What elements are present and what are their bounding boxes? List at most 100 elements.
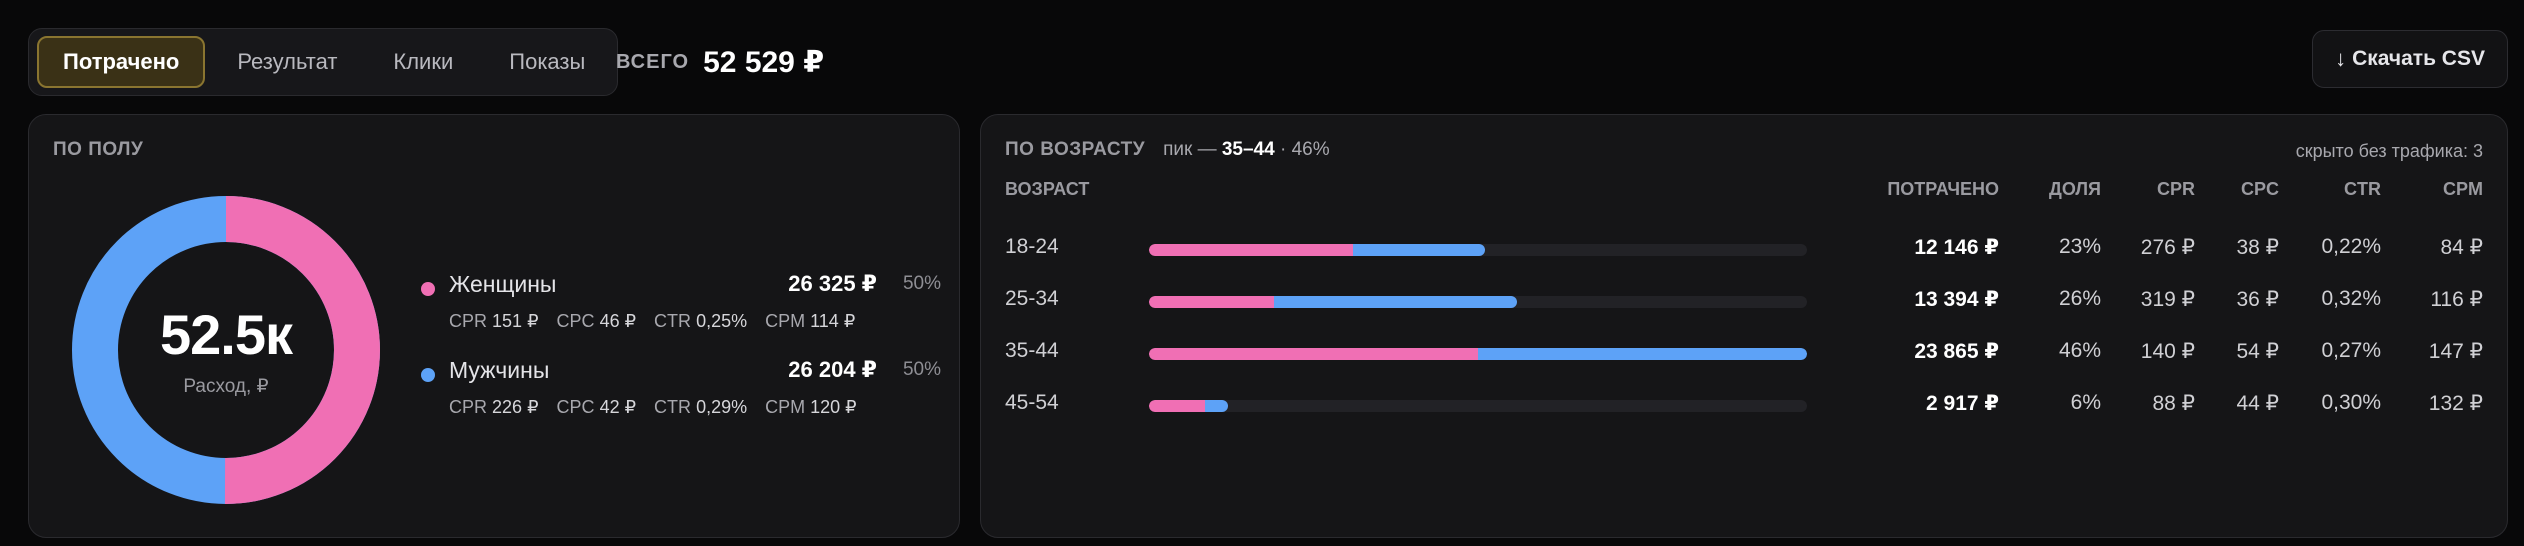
male-dot-icon <box>421 368 435 382</box>
gender-donut-chart <box>72 196 380 504</box>
metric-tabs: Потрачено Результат Клики Показы <box>28 28 619 96</box>
total-summary: ВСЕГО 52 529 ₽ <box>616 28 824 96</box>
table-row: 35-44 23 865 ₽ 46% 140 ₽ 54 ₽ 0,27% 147 ₽ <box>981 327 2507 379</box>
legend-metrics: CPR 151 ₽ CPC 46 ₽ CTR 0,25% CPM 114 ₽ <box>449 311 855 332</box>
age-share: 6% <box>2070 391 2101 414</box>
hidden-rows-note: скрыто без трафика: 3 <box>2295 141 2483 161</box>
age-ctr: 0,27% <box>2321 339 2381 362</box>
metric-label: CPR <box>449 397 488 417</box>
tab-result[interactable]: Результат <box>237 49 338 74</box>
legend-female: Женщины 26 325 ₽ 50% CPR 151 ₽ CPC 46 ₽ … <box>421 271 941 351</box>
age-spent: 2 917 ₽ <box>1926 392 1999 415</box>
age-bar-male <box>1352 244 1485 256</box>
metric-value: 46 ₽ <box>599 311 637 331</box>
metric-value: 114 ₽ <box>810 311 856 331</box>
age-bar-track <box>1149 348 1807 360</box>
legend-metrics: CPR 226 ₽ CPC 42 ₽ CTR 0,29% CPM 120 ₽ <box>449 397 857 418</box>
donut-total-value: 52.5к <box>159 303 293 366</box>
age-cpr: 319 ₽ <box>2140 288 2195 311</box>
tab-spent[interactable]: Потрачено <box>37 36 206 88</box>
column-header-cpc[interactable]: CPC <box>2240 179 2279 199</box>
age-label: 35-44 <box>1005 339 1059 362</box>
download-csv-label: Скачать CSV <box>2352 47 2485 70</box>
age-share: 46% <box>2058 339 2101 362</box>
column-header-cpm[interactable]: CPM <box>2443 179 2483 199</box>
top-bar: Потрачено Результат Клики Показы ВСЕГО 5… <box>28 28 2508 96</box>
age-spent: 12 146 ₽ <box>1914 236 1999 259</box>
arrow-down-icon: ↓ <box>2335 46 2347 71</box>
legend-share: 50% <box>902 359 941 380</box>
peak-suffix: · 46% <box>1279 139 1330 160</box>
legend-name: Мужчины <box>449 357 550 383</box>
donut-center: 52.5к Расход, ₽ <box>71 195 381 505</box>
donut-female-arc <box>72 196 380 504</box>
metric-value: 226 ₽ <box>492 397 539 417</box>
legend-share: 50% <box>902 273 941 294</box>
column-header-cpr[interactable]: CPR <box>2156 179 2195 199</box>
age-bar-track <box>1149 296 1807 308</box>
age-bar-female <box>1149 400 1205 412</box>
age-bar-track <box>1149 244 1807 256</box>
age-cpm: 84 ₽ <box>2440 236 2483 259</box>
age-cpm: 132 ₽ <box>2428 392 2483 415</box>
metric-value: 151 ₽ <box>492 311 539 331</box>
metric-value: 120 ₽ <box>810 397 857 417</box>
total-label: ВСЕГО <box>616 50 690 73</box>
metric-label: CPR <box>449 311 488 331</box>
column-header-age[interactable]: ВОЗРАСТ <box>1005 179 1090 199</box>
age-panel: ПО ВОЗРАСТУ пик — 35–44 · 46% скрыто без… <box>980 114 2508 538</box>
download-csv-button[interactable]: ↓ Скачать CSV <box>2312 30 2508 88</box>
age-bar-female <box>1149 348 1478 360</box>
legend-male: Мужчины 26 204 ₽ 50% CPR 226 ₽ CPC 42 ₽ … <box>421 357 941 437</box>
age-bar-male <box>1204 400 1228 412</box>
metric-value: 42 ₽ <box>599 397 637 417</box>
peak-info: пик — 35–44 · 46% <box>1163 139 1330 161</box>
age-bar-male <box>1478 348 1807 360</box>
metric-label: CPM <box>765 397 806 417</box>
age-panel-title: ПО ВОЗРАСТУ <box>1005 139 1146 160</box>
metric-value: 0,29% <box>696 397 748 417</box>
age-bar-track <box>1149 400 1807 412</box>
age-label: 25-34 <box>1005 287 1059 310</box>
column-header-share[interactable]: ДОЛЯ <box>2049 179 2101 199</box>
age-cpc: 54 ₽ <box>2236 340 2279 363</box>
table-row: 45-54 2 917 ₽ 6% 88 ₽ 44 ₽ 0,30% 132 ₽ <box>981 379 2507 431</box>
metric-label: CTR <box>654 311 692 331</box>
age-cpm: 147 ₽ <box>2428 340 2483 363</box>
age-cpr: 276 ₽ <box>2140 236 2195 259</box>
age-ctr: 0,30% <box>2321 391 2381 414</box>
age-ctr: 0,22% <box>2321 235 2381 258</box>
column-header-ctr[interactable]: CTR <box>2344 179 2381 199</box>
legend-value: 26 325 ₽ <box>788 271 877 296</box>
tab-impressions[interactable]: Показы <box>509 49 586 74</box>
age-panel-header: ПО ВОЗРАСТУ пик — 35–44 · 46% <box>1005 139 1330 161</box>
age-cpc: 38 ₽ <box>2236 236 2279 259</box>
table-row: 25-34 13 394 ₽ 26% 319 ₽ 36 ₽ 0,32% 116 ₽ <box>981 275 2507 327</box>
metric-label: CTR <box>654 397 692 417</box>
age-spent: 13 394 ₽ <box>1914 288 1999 311</box>
column-header-spent[interactable]: ПОТРАЧЕНО <box>1887 179 1999 199</box>
age-bar-female <box>1149 244 1353 256</box>
age-cpr: 140 ₽ <box>2140 340 2195 363</box>
age-cpc: 44 ₽ <box>2236 392 2279 415</box>
age-bar-female <box>1149 296 1275 308</box>
age-cpc: 36 ₽ <box>2236 288 2279 311</box>
age-share: 26% <box>2058 287 2101 310</box>
total-value: 52 529 ₽ <box>703 45 825 79</box>
age-share: 23% <box>2058 235 2101 258</box>
age-ctr: 0,32% <box>2321 287 2381 310</box>
age-label: 45-54 <box>1005 391 1059 414</box>
metric-label: CPC <box>556 311 595 331</box>
metric-label: CPC <box>556 397 595 417</box>
peak-value: 35–44 <box>1221 139 1275 160</box>
metric-label: CPM <box>765 311 806 331</box>
peak-prefix: пик — <box>1163 139 1217 160</box>
female-dot-icon <box>421 282 435 296</box>
donut-total-label: Расход, ₽ <box>183 376 269 397</box>
legend-name: Женщины <box>449 271 557 297</box>
age-bar-male <box>1274 296 1518 308</box>
age-label: 18-24 <box>1005 235 1059 258</box>
tab-clicks[interactable]: Клики <box>393 49 454 74</box>
gender-panel: ПО ПОЛУ 52.5к Расход, ₽ Женщины 26 325 ₽… <box>28 114 960 538</box>
gender-panel-title: ПО ПОЛУ <box>53 139 144 160</box>
